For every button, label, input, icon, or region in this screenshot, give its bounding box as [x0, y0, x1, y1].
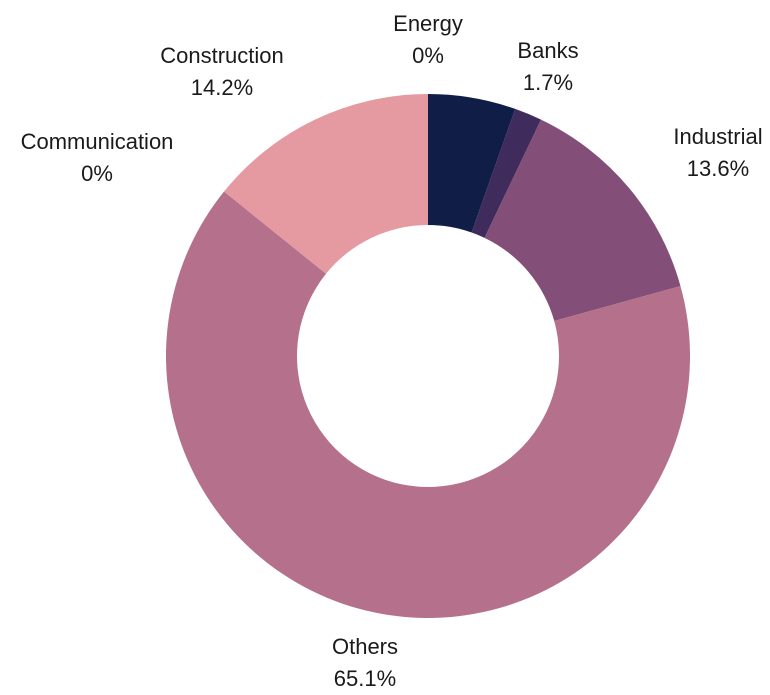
- energy-name: Energy: [393, 11, 463, 36]
- slice-construction: [224, 94, 428, 274]
- communication-label: Communication 0%: [21, 126, 174, 190]
- energy-value: 0%: [412, 43, 444, 68]
- banks-label: Banks 1.7%: [517, 35, 578, 99]
- others-value: 65.1%: [333, 666, 397, 691]
- communication-name: Communication: [20, 129, 174, 154]
- others-name: Others: [331, 634, 399, 659]
- slice-banks: [471, 108, 542, 238]
- others-label: Others 65.1%: [332, 631, 398, 695]
- industrial-name: Industrial: [673, 124, 763, 149]
- slice-others: [165, 191, 691, 618]
- construction-label: Construction 14.2%: [160, 40, 284, 104]
- construction-name: Construction: [160, 43, 284, 68]
- banks-name: Banks: [517, 38, 579, 63]
- construction-value: 14.2%: [190, 75, 254, 100]
- slice-industrial: [484, 119, 681, 322]
- slice-energy: [428, 94, 516, 233]
- energy-label: Energy 0%: [393, 8, 463, 72]
- communication-value: 0%: [81, 161, 113, 186]
- banks-value: 1.7%: [522, 70, 574, 95]
- industrial-label: Industrial 13.6%: [673, 121, 762, 185]
- industrial-value: 13.6%: [686, 156, 750, 181]
